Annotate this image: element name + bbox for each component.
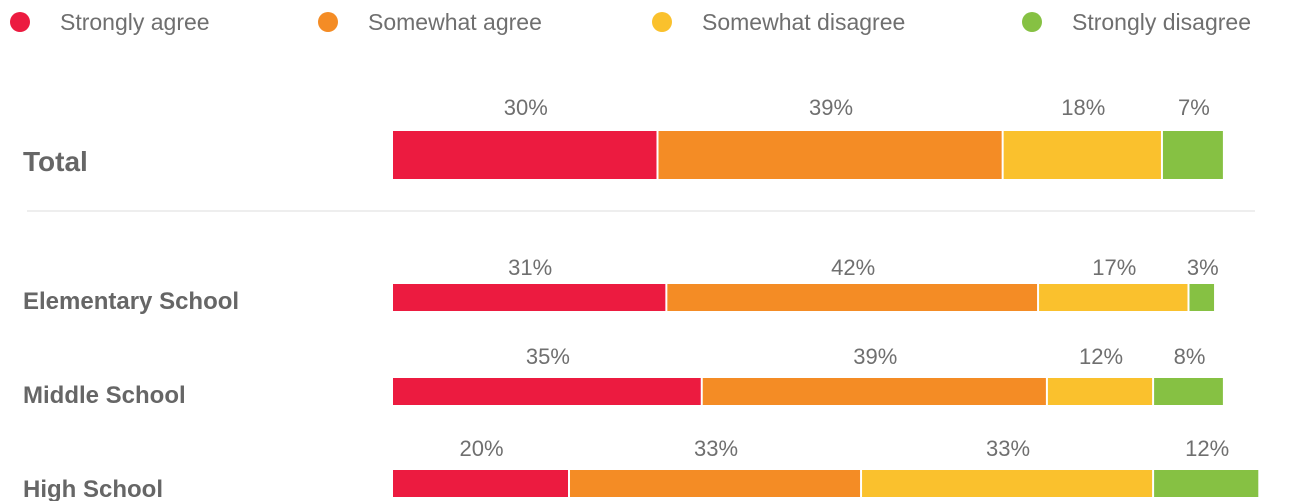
legend: Strongly agree Somewhat agree Somewhat d… <box>0 0 1291 44</box>
value-label-total-strongly-agree: 30% <box>504 95 548 120</box>
bar-high-school-strongly-agree <box>393 470 568 497</box>
legend-label-somewhat-disagree: Somewhat disagree <box>702 8 906 35</box>
legend-swatch-strongly-agree <box>10 12 30 32</box>
legend-label-strongly-disagree: Strongly disagree <box>1072 8 1251 35</box>
bar-elementary-school-somewhat-disagree <box>1039 284 1188 311</box>
row-label-total: Total <box>23 146 88 177</box>
legend-item-strongly-agree: Strongly agree <box>10 6 210 38</box>
row-label-middle-school: Middle School <box>23 382 186 409</box>
value-label-middle-school-somewhat-disagree: 12% <box>1079 344 1123 369</box>
bar-middle-school-somewhat-agree <box>702 378 1046 405</box>
row-label-high-school: High School <box>23 476 163 501</box>
value-label-high-school-somewhat-agree: 33% <box>694 436 738 461</box>
row-label-elementary-school: Elementary School <box>23 288 239 315</box>
legend-item-somewhat-agree: Somewhat agree <box>318 6 542 38</box>
value-label-high-school-somewhat-disagree: 33% <box>986 436 1030 461</box>
value-label-total-strongly-disagree: 7% <box>1178 95 1210 120</box>
bar-high-school-somewhat-agree <box>570 470 861 497</box>
bar-total-strongly-agree <box>393 131 657 179</box>
legend-item-somewhat-disagree: Somewhat disagree <box>652 6 905 38</box>
bar-total-somewhat-agree <box>658 131 1002 179</box>
legend-label-somewhat-agree: Somewhat agree <box>368 8 542 35</box>
bar-high-school-strongly-disagree <box>1154 470 1259 497</box>
bar-total-somewhat-disagree <box>1003 131 1161 179</box>
legend-item-strongly-disagree: Strongly disagree <box>1022 6 1251 38</box>
bar-middle-school-strongly-agree <box>393 378 701 405</box>
value-label-elementary-school-strongly-disagree: 3% <box>1187 255 1219 280</box>
value-label-middle-school-somewhat-agree: 39% <box>853 344 897 369</box>
bar-total-strongly-disagree <box>1162 131 1223 179</box>
legend-swatch-somewhat-agree <box>318 12 338 32</box>
value-label-high-school-strongly-agree: 20% <box>459 436 503 461</box>
value-label-middle-school-strongly-disagree: 8% <box>1174 344 1206 369</box>
legend-swatch-strongly-disagree <box>1022 12 1042 32</box>
bar-elementary-school-strongly-agree <box>393 284 666 311</box>
value-label-elementary-school-somewhat-agree: 42% <box>831 255 875 280</box>
value-label-total-somewhat-disagree: 18% <box>1061 95 1105 120</box>
bar-middle-school-strongly-disagree <box>1154 378 1223 405</box>
bar-high-school-somewhat-disagree <box>862 470 1153 497</box>
bar-elementary-school-somewhat-agree <box>667 284 1038 311</box>
value-label-middle-school-strongly-agree: 35% <box>526 344 570 369</box>
value-label-high-school-strongly-disagree: 12% <box>1185 436 1229 461</box>
value-label-elementary-school-somewhat-disagree: 17% <box>1092 255 1136 280</box>
bar-middle-school-somewhat-disagree <box>1047 378 1153 405</box>
bar-elementary-school-strongly-disagree <box>1189 284 1215 311</box>
value-label-elementary-school-strongly-agree: 31% <box>508 255 552 280</box>
legend-label-strongly-agree: Strongly agree <box>60 8 210 35</box>
value-label-total-somewhat-agree: 39% <box>809 95 853 120</box>
legend-swatch-somewhat-disagree <box>652 12 672 32</box>
